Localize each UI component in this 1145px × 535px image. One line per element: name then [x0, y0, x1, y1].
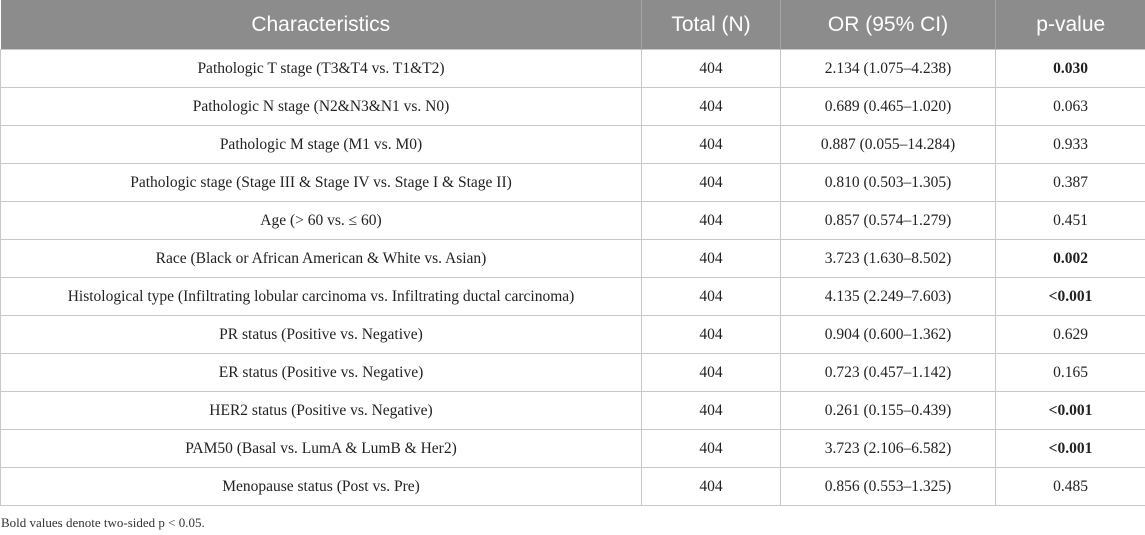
or-ci-cell: 0.810 (0.503–1.305) — [780, 163, 996, 202]
p-value-cell: 0.002 — [995, 239, 1145, 278]
characteristic-cell: Race (Black or African American & White … — [0, 239, 642, 278]
table-row: Histological type (Infiltrating lobular … — [0, 277, 1145, 316]
table-footnote: Bold values denote two-sided p < 0.05. — [1, 515, 205, 530]
characteristic-cell: PAM50 (Basal vs. LumA & LumB & Her2) — [0, 429, 642, 468]
header-or-ci: OR (95% CI) — [780, 0, 996, 50]
or-ci-cell: 0.904 (0.600–1.362) — [780, 315, 996, 354]
or-ci-cell: 0.857 (0.574–1.279) — [780, 201, 996, 240]
characteristic-cell: Age (> 60 vs. ≤ 60) — [0, 201, 642, 240]
table-header: Characteristics Total (N) OR (95% CI) p-… — [0, 0, 1145, 50]
characteristic-cell: Pathologic N stage (N2&N3&N1 vs. N0) — [0, 87, 642, 126]
header-row: Characteristics Total (N) OR (95% CI) p-… — [0, 0, 1145, 50]
table-row: Menopause status (Post vs. Pre) 404 0.856 … — [0, 467, 1145, 506]
characteristic-cell: Pathologic M stage (M1 vs. M0) — [0, 125, 642, 164]
or-ci-cell: 4.135 (2.249–7.603) — [780, 277, 996, 316]
table-row: Age (> 60 vs. ≤ 60) 404 0.857 (0.574–1.279… — [0, 201, 1145, 240]
total-cell: 404 — [641, 87, 781, 126]
p-value-cell: 0.387 — [995, 163, 1145, 202]
p-value-cell: 0.165 — [995, 353, 1145, 392]
or-ci-cell: 2.134 (1.075–4.238) — [780, 49, 996, 88]
total-cell: 404 — [641, 315, 781, 354]
characteristic-cell: ER status (Positive vs. Negative) — [0, 353, 642, 392]
or-ci-cell: 3.723 (2.106–6.582) — [780, 429, 996, 468]
characteristic-cell: Pathologic T stage (T3&T4 vs. T1&T2) — [0, 49, 642, 88]
total-cell: 404 — [641, 239, 781, 278]
table-row: ER status (Positive vs. Negative) 404 0.72… — [0, 353, 1145, 392]
table-row: Pathologic M stage (M1 vs. M0) 404 0.887 (… — [0, 125, 1145, 164]
table-row: PAM50 (Basal vs. LumA & LumB & Her2) 404 3… — [0, 429, 1145, 468]
characteristic-cell: Histological type (Infiltrating lobular … — [0, 277, 642, 316]
or-ci-cell: 0.887 (0.055–14.284) — [780, 125, 996, 164]
table-row: Pathologic T stage (T3&T4 vs. T1&T2) 404 2… — [0, 49, 1145, 88]
p-value-cell: 0.629 — [995, 315, 1145, 354]
header-total: Total (N) — [641, 0, 781, 50]
total-cell: 404 — [641, 201, 781, 240]
total-cell: 404 — [641, 163, 781, 202]
table-row: HER2 status (Positive vs. Negative) 404 0.… — [0, 391, 1145, 430]
total-cell: 404 — [641, 429, 781, 468]
table-row: Race (Black or African American & White … — [0, 239, 1145, 278]
header-p-value: p-value — [995, 0, 1145, 50]
or-ci-cell: 0.723 (0.457–1.142) — [780, 353, 996, 392]
characteristic-cell: HER2 status (Positive vs. Negative) — [0, 391, 642, 430]
total-cell: 404 — [641, 277, 781, 316]
characteristic-cell: PR status (Positive vs. Negative) — [0, 315, 642, 354]
p-value-cell: 0.030 — [995, 49, 1145, 88]
characteristic-cell: Pathologic stage (Stage III & Stage IV v… — [0, 163, 642, 202]
total-cell: 404 — [641, 49, 781, 88]
characteristic-cell: Menopause status (Post vs. Pre) — [0, 467, 642, 506]
total-cell: 404 — [641, 467, 781, 506]
or-ci-cell: 0.856 (0.553–1.325) — [780, 467, 996, 506]
total-cell: 404 — [641, 353, 781, 392]
total-cell: 404 — [641, 391, 781, 430]
p-value-cell: <0.001 — [995, 277, 1145, 316]
total-cell: 404 — [641, 125, 781, 164]
table-row: Pathologic stage (Stage III & Stage IV v… — [0, 163, 1145, 202]
p-value-cell: 0.451 — [995, 201, 1145, 240]
p-value-cell: 0.485 — [995, 467, 1145, 506]
table-body: Pathologic T stage (T3&T4 vs. T1&T2) 404 2… — [0, 49, 1145, 506]
p-value-cell: <0.001 — [995, 429, 1145, 468]
odds-ratio-table: Characteristics Total (N) OR (95% CI) p-… — [0, 0, 1145, 506]
or-ci-cell: 3.723 (1.630–8.502) — [780, 239, 996, 278]
p-value-cell: 0.063 — [995, 87, 1145, 126]
table-row: Pathologic N stage (N2&N3&N1 vs. N0) 404 0… — [0, 87, 1145, 126]
header-characteristics: Characteristics — [0, 0, 642, 50]
or-ci-cell: 0.261 (0.155–0.439) — [780, 391, 996, 430]
p-value-cell: 0.933 — [995, 125, 1145, 164]
table-row: PR status (Positive vs. Negative) 404 0.90… — [0, 315, 1145, 354]
p-value-cell: <0.001 — [995, 391, 1145, 430]
or-ci-cell: 0.689 (0.465–1.020) — [780, 87, 996, 126]
